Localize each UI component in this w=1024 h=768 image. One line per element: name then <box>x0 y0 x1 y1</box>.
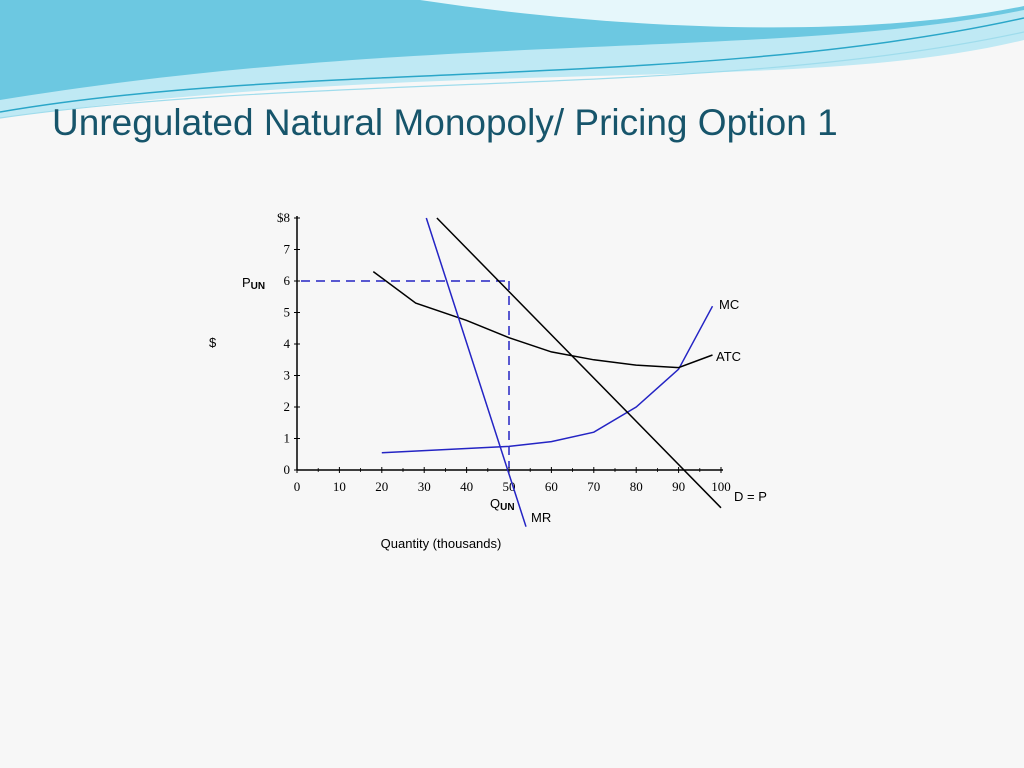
y-tick-label: 3 <box>284 368 291 383</box>
mr-curve <box>425 217 527 527</box>
y-tick-label: $8 <box>277 210 290 225</box>
x-tick-label: 20 <box>375 479 388 494</box>
y-tick-label: 1 <box>284 431 291 446</box>
y-tick-label: 5 <box>284 305 291 320</box>
x-tick-label: 70 <box>587 479 600 494</box>
x-tick-label: 80 <box>630 479 643 494</box>
mr-label: MR <box>531 510 551 525</box>
x-tick-label: 40 <box>460 479 473 494</box>
x-tick-label: 60 <box>545 479 558 494</box>
chart-labels: MC ATC D = P MR $ Quantity (thousands) PUN QUN <box>209 275 767 551</box>
x-tick-label: 10 <box>333 479 346 494</box>
y-tick-label: 7 <box>284 242 291 257</box>
mc-label: MC <box>719 297 739 312</box>
guide-lines <box>301 280 510 468</box>
mc-curve <box>381 305 714 454</box>
wave-banner <box>0 0 1024 119</box>
x-tick-label: 0 <box>294 479 301 494</box>
demand-curve <box>436 217 722 509</box>
slide-title: Unregulated Natural Monopoly/ Pricing Op… <box>52 102 838 143</box>
atc-label: ATC <box>716 349 741 364</box>
x-tick-label: 100 <box>711 479 731 494</box>
wave-highlight <box>420 0 1024 28</box>
demand-label: D = P <box>734 489 767 504</box>
wave-line-1 <box>0 17 1024 113</box>
y-tick-label: 2 <box>284 399 291 414</box>
atc-curve <box>372 270 713 369</box>
x-tick-label: 30 <box>418 479 431 494</box>
x-tick-label: 90 <box>672 479 685 494</box>
wave-line-2 <box>0 31 1024 119</box>
q-un-label: QUN <box>490 496 515 513</box>
y-tick-label: 6 <box>284 273 291 288</box>
y-tick-label: 4 <box>284 336 291 351</box>
curves <box>372 217 722 527</box>
p-un-label: PUN <box>242 275 265 292</box>
y-tick-label: 0 <box>284 462 291 477</box>
x-axis-title: Quantity (thousands) <box>381 536 502 551</box>
y-axis-title: $ <box>209 335 217 350</box>
